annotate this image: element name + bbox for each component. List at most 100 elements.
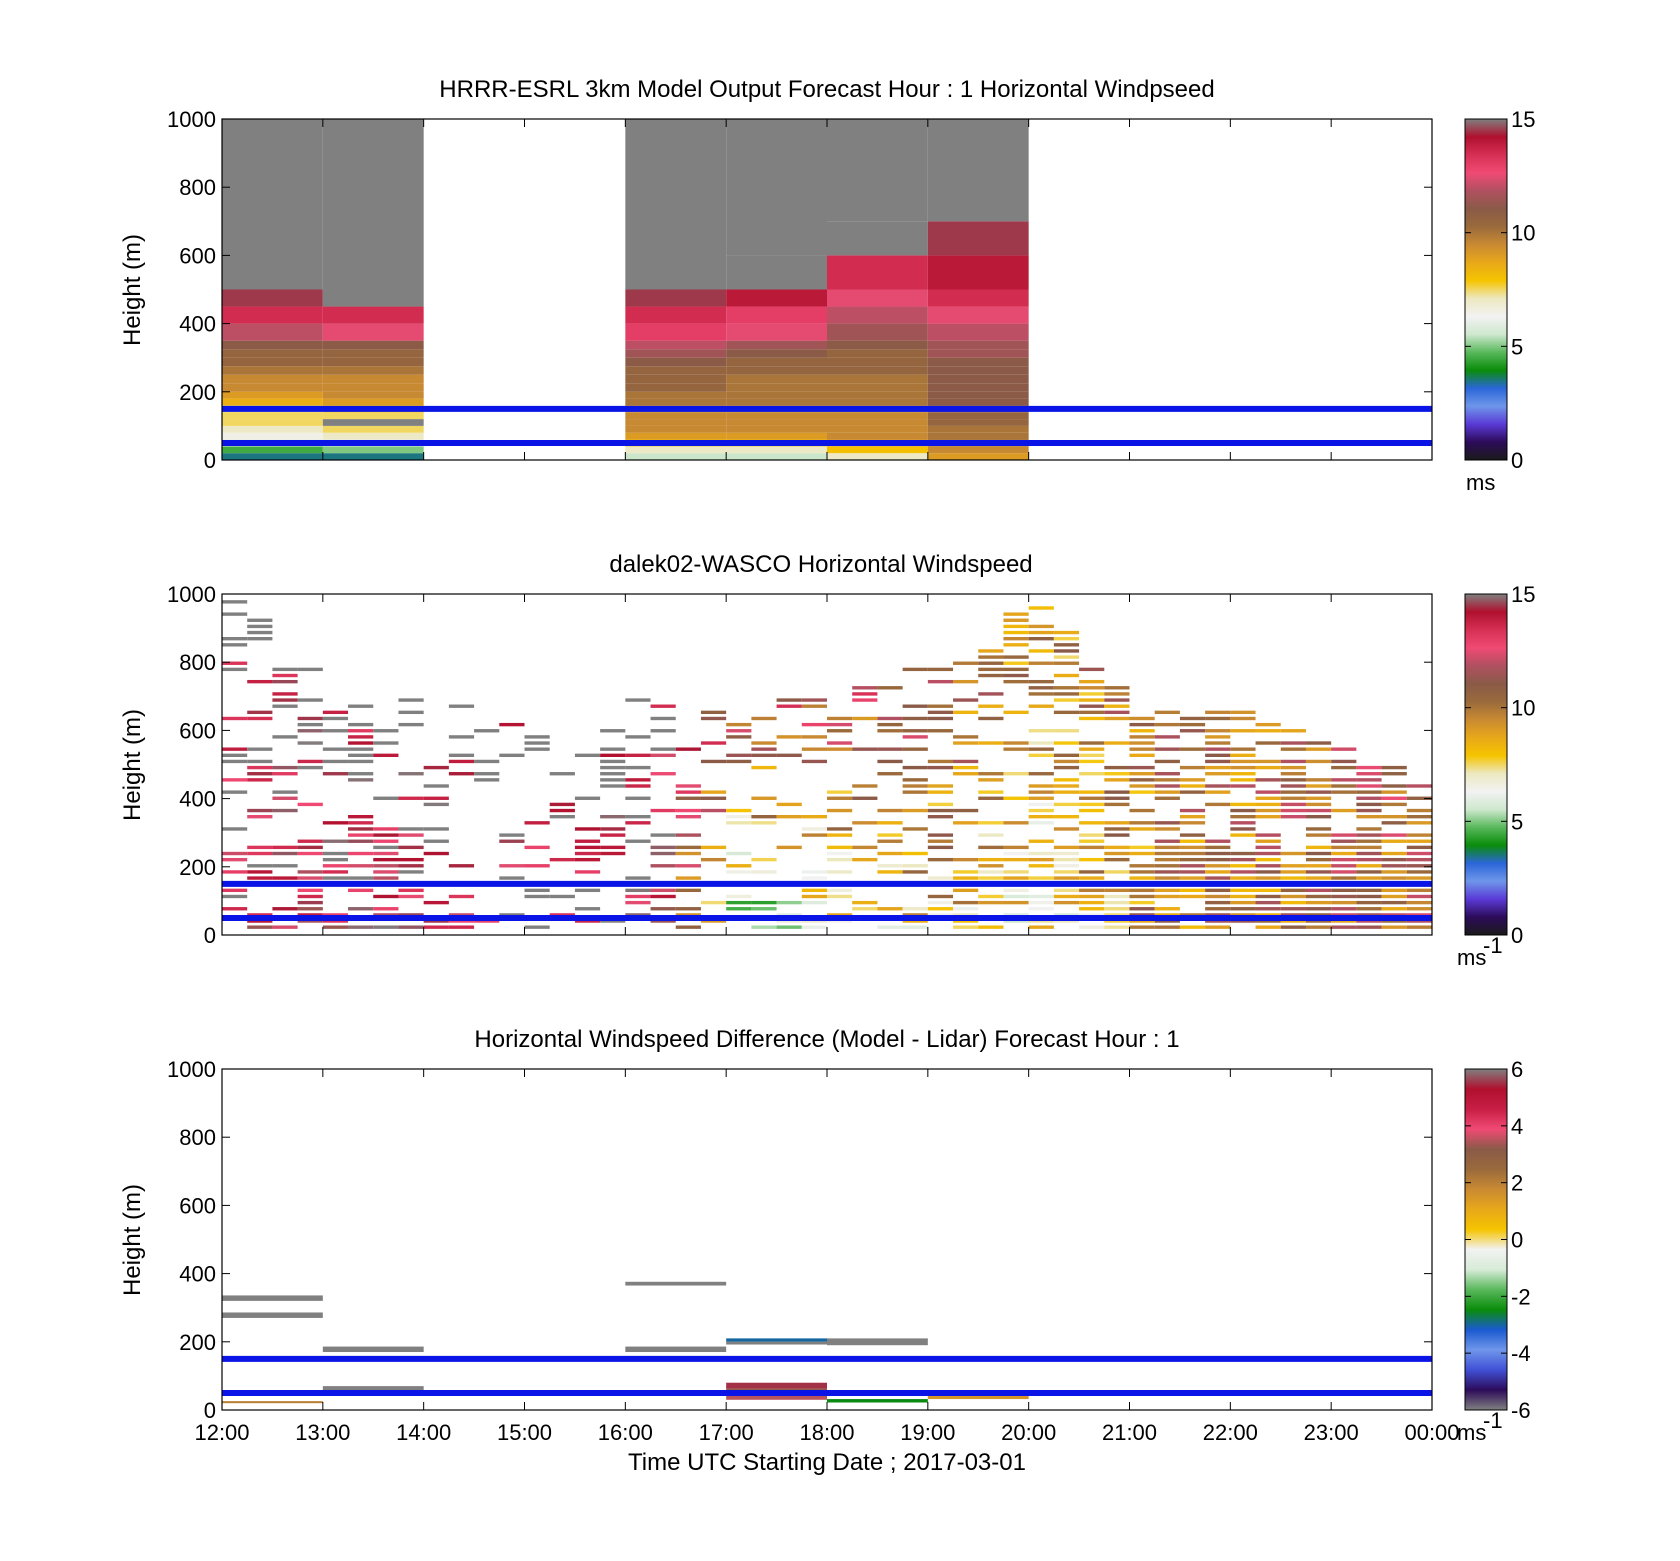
lidar-cell-259 — [675, 913, 701, 917]
lidar-cell-29 — [247, 808, 273, 813]
lidar-cell-865 — [1356, 894, 1382, 899]
model-cell-5-18 — [927, 289, 1029, 307]
lidar-cell-530 — [1028, 630, 1054, 635]
diff-cell-5 — [625, 1281, 727, 1286]
lidar-cell-525 — [1028, 686, 1054, 690]
lidar-cell-566 — [1053, 630, 1080, 635]
model-cell-3-12 — [726, 366, 827, 375]
model-cell-5-10 — [927, 383, 1029, 392]
lidar-cell-903 — [1381, 802, 1407, 807]
lidar-cell-31 — [247, 772, 273, 776]
model-cell-5-11 — [927, 374, 1029, 384]
lidar-cell-229 — [625, 894, 651, 899]
lidar-cell-884 — [1356, 772, 1382, 776]
lidar-cell-406 — [927, 907, 954, 911]
lidar-cell-763 — [1255, 900, 1281, 905]
model-cell-0-0 — [222, 453, 323, 460]
diff-cell-9 — [726, 1382, 827, 1389]
lidar-cell-66 — [297, 876, 323, 880]
lidar-cell-542 — [1053, 857, 1080, 862]
lidar-cell-634 — [1129, 876, 1155, 880]
lidar-cell-267 — [675, 815, 701, 819]
lidar-cell-164 — [448, 913, 475, 917]
lidar-cell-491 — [1003, 667, 1029, 672]
lidar-cell-651 — [1129, 729, 1155, 733]
lidar-cell-179 — [499, 876, 525, 880]
lidar-cell-890 — [1381, 900, 1407, 905]
lidar-cell-405 — [927, 913, 954, 917]
lidar-cell-746 — [1230, 815, 1256, 819]
model-cell-1-0 — [322, 453, 424, 460]
lidar-cell-218 — [600, 815, 626, 819]
lidar-cell-756 — [1230, 729, 1256, 733]
lidar-cell-894 — [1381, 876, 1407, 880]
lidar-cell-300 — [751, 907, 777, 911]
lidar-cell-855 — [1331, 784, 1357, 788]
lidar-cell-480 — [1003, 857, 1029, 862]
lidar-cell-636 — [1129, 864, 1155, 868]
lidar-cell-331 — [801, 827, 827, 831]
lidar-cell-760 — [1255, 919, 1281, 923]
lidar-cell-812 — [1305, 919, 1332, 923]
colorbar-tick-label: 6 — [1511, 1057, 1523, 1082]
model-cell-1-11 — [322, 374, 424, 384]
lidar-cell-421 — [927, 759, 954, 764]
lidar-cell-449 — [978, 925, 1004, 929]
model-cell-3-18 — [726, 289, 827, 307]
lidar-cell-860 — [1356, 925, 1382, 929]
lidar-cell-108 — [348, 778, 374, 782]
model-cell-2-14 — [625, 349, 727, 358]
lidar-cell-510 — [1028, 839, 1054, 843]
panel-lidar: dalek02-WASCO Horizontal Windspeed 0 200 4… — [119, 551, 1535, 970]
model-cell-1-10 — [322, 383, 424, 392]
y-tick-label: 400 — [179, 1262, 216, 1287]
lidar-cell-674 — [1154, 772, 1180, 776]
colorbar-unit: ms — [1466, 470, 1495, 495]
lidar-cell-895 — [1381, 870, 1407, 874]
lidar-cell-86 — [322, 864, 349, 868]
lidar-cell-478 — [1003, 876, 1029, 880]
lidar-cell-774 — [1255, 833, 1281, 837]
lidar-cell-922 — [1406, 845, 1432, 850]
lidar-cell-393 — [902, 827, 928, 831]
model-cell-3-1 — [726, 446, 827, 454]
lidar-cell-679 — [1154, 710, 1180, 715]
lidar-cell-620 — [1104, 716, 1130, 721]
lidar-cell-841 — [1331, 900, 1357, 905]
lidar-cell-261 — [675, 888, 701, 893]
model-cell-2-17 — [625, 306, 727, 324]
lidar-cell-584 — [1079, 790, 1105, 794]
lidar-cell-559 — [1053, 686, 1080, 690]
lidar-cell-131 — [373, 827, 399, 831]
lidar-cell-116 — [348, 722, 374, 727]
lidar-cell-199 — [549, 802, 575, 807]
lidar-cell-754 — [1230, 753, 1256, 757]
lidar-cell-146 — [398, 827, 424, 831]
lidar-cell-296 — [726, 735, 752, 739]
lidar-cell-622 — [1104, 704, 1130, 708]
lidar-cell-293 — [726, 808, 752, 813]
lidar-cell-343 — [827, 870, 853, 874]
lidar-cell-805 — [1280, 772, 1306, 776]
lidar-cell-646 — [1129, 765, 1155, 770]
x-tick-label: 18:00 — [799, 1420, 854, 1445]
lidar-cell-481 — [1003, 851, 1029, 856]
lidar-cell-418 — [927, 790, 954, 794]
lidar-cell-686 — [1179, 870, 1206, 874]
model-cell-1-6 — [322, 412, 424, 420]
model-cell-4-4 — [827, 425, 928, 433]
lidar-cell-263 — [675, 864, 701, 868]
lidar-cell-659 — [1154, 888, 1180, 893]
lidar-cell-837 — [1331, 925, 1357, 929]
lidar-cell-160 — [423, 784, 449, 788]
colorbar-tick-label: 0 — [1511, 923, 1523, 948]
model-cell-2-13 — [625, 357, 727, 367]
lidar-cell-629 — [1129, 907, 1155, 911]
lidar-cell-898 — [1381, 851, 1407, 856]
lidar-cell-725 — [1205, 753, 1231, 757]
lidar-cell-162 — [448, 925, 475, 929]
lidar-cell-868 — [1356, 876, 1382, 880]
lidar-cell-545 — [1053, 827, 1080, 831]
lidar-cell-209 — [574, 827, 601, 831]
lidar-cell-908 — [1381, 765, 1407, 770]
